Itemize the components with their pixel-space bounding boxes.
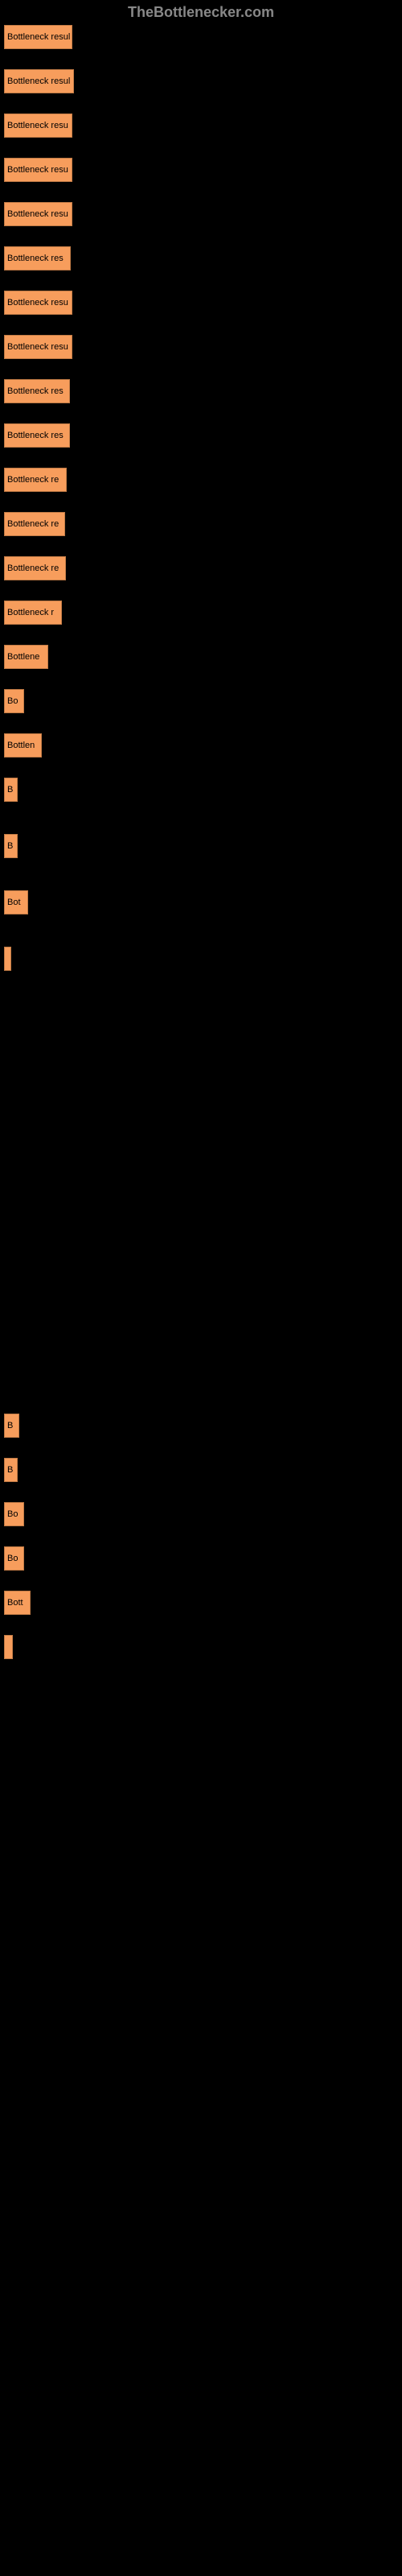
chart-bar: Bottlen	[4, 733, 42, 758]
chart-bar-row: Bottleneck res	[4, 246, 402, 270]
chart-bar-row: Bottleneck resu	[4, 335, 402, 359]
chart-bar-row: Bottleneck r	[4, 601, 402, 625]
chart-bar: Bottleneck resul	[4, 69, 74, 93]
chart-bar-row: B	[4, 1458, 402, 1482]
chart-bar-row: Bottleneck res	[4, 379, 402, 403]
chart-bar: Bottleneck re	[4, 468, 67, 492]
chart-bar-row: Bottleneck resu	[4, 202, 402, 226]
chart-bar-row: B	[4, 834, 402, 858]
chart-bar: Bottlene	[4, 645, 48, 669]
chart-bar-row: Bo	[4, 1546, 402, 1571]
chart-bar-row: Bottleneck re	[4, 468, 402, 492]
chart-bar-row: B	[4, 1414, 402, 1438]
chart-bar: Bo	[4, 1546, 24, 1571]
chart-bar-row: Bo	[4, 1502, 402, 1526]
chart-bar-row	[4, 947, 402, 971]
chart-bar: Bottleneck resu	[4, 202, 72, 226]
chart-bar: Bottleneck resu	[4, 291, 72, 315]
chart-bar-row: Bottleneck resul	[4, 25, 402, 49]
chart-bar: Bottleneck resul	[4, 25, 72, 49]
chart-bar-row: Bottleneck resul	[4, 69, 402, 93]
chart-bar-row: Bottleneck resu	[4, 158, 402, 182]
chart-bar: Bo	[4, 689, 24, 713]
chart-bar-row: Bottlene	[4, 645, 402, 669]
chart-bar: B	[4, 1414, 19, 1438]
chart-bar-row: Bot	[4, 890, 402, 914]
chart-bar-row: Bott	[4, 1591, 402, 1615]
chart-bar-row: Bottleneck res	[4, 423, 402, 448]
chart-bar: Bot	[4, 890, 28, 914]
chart-bar: Bottleneck resu	[4, 114, 72, 138]
site-title: TheBottlenecker.com	[0, 0, 402, 25]
chart-bar-row: Bo	[4, 689, 402, 713]
chart-bar-row	[4, 1635, 402, 1659]
chart-bar: B	[4, 778, 18, 802]
chart-bar: Bottleneck resu	[4, 335, 72, 359]
chart-bar: Bottleneck res	[4, 423, 70, 448]
chart-bar: Bottleneck res	[4, 246, 71, 270]
chart-bar-row: Bottleneck resu	[4, 114, 402, 138]
chart-bar: Bottleneck re	[4, 556, 66, 580]
chart-bar-row: Bottleneck re	[4, 512, 402, 536]
chart-bar-row: Bottleneck resu	[4, 291, 402, 315]
chart-bar: Bott	[4, 1591, 31, 1615]
chart-bar-row: Bottleneck re	[4, 556, 402, 580]
chart-bar: B	[4, 834, 18, 858]
chart-bar: Bottleneck resu	[4, 158, 72, 182]
chart-bar: Bo	[4, 1502, 24, 1526]
chart-bar: B	[4, 1458, 18, 1482]
chart-bar: Bottleneck r	[4, 601, 62, 625]
chart-bar-row: B	[4, 778, 402, 802]
chart-bar	[4, 947, 11, 971]
chart-bar-row: Bottlen	[4, 733, 402, 758]
bottleneck-chart: Bottleneck resul Bottleneck resul Bottlene…	[0, 25, 402, 1659]
chart-bar	[4, 1635, 13, 1659]
chart-bar: Bottleneck re	[4, 512, 65, 536]
chart-bar: Bottleneck res	[4, 379, 70, 403]
